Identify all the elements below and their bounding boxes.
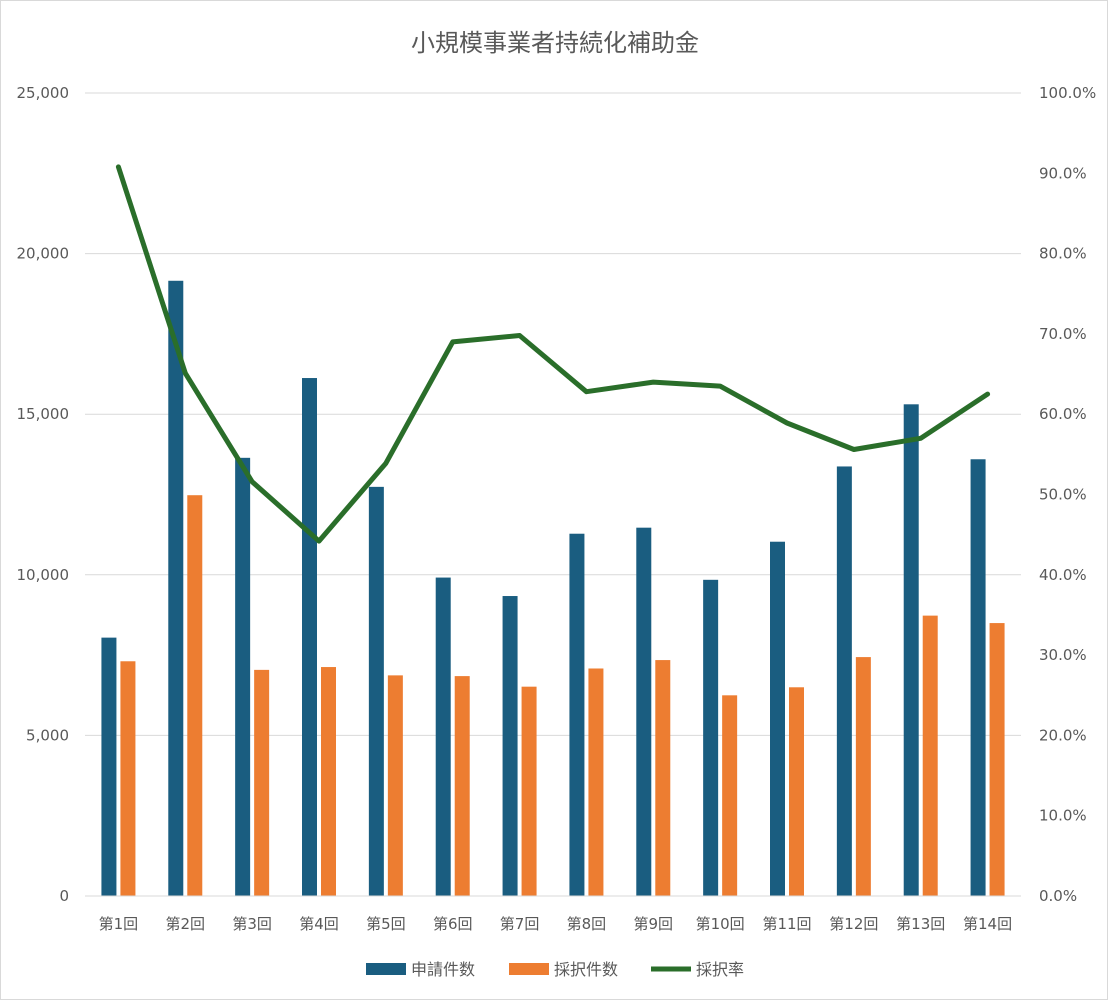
right-tick-label: 90.0% (1039, 164, 1087, 182)
left-axis: 0 5,000 10,000 15,000 20,000 25,000 (17, 84, 70, 905)
legend-label-adopted: 採択件数 (554, 960, 618, 979)
x-tick-label: 第10回 (696, 915, 745, 933)
bar-applications (636, 528, 651, 896)
bar-applications (904, 404, 919, 896)
right-tick-label: 50.0% (1039, 486, 1087, 504)
bar-applications (569, 534, 584, 896)
bar-adopted (522, 687, 537, 896)
legend: 申請件数 採択件数 採択率 (366, 960, 744, 979)
bars (101, 281, 1004, 896)
bar-adopted (789, 687, 804, 896)
right-tick-label: 40.0% (1039, 566, 1087, 584)
gridlines (85, 93, 1021, 735)
bar-adopted (990, 623, 1005, 896)
x-tick-label: 第3回 (232, 915, 272, 933)
right-axis: 0.0% 10.0% 20.0% 30.0% 40.0% 50.0% 60.0% 70.0% 8… (1039, 84, 1096, 905)
bar-applications (168, 281, 183, 896)
x-tick-label: 第2回 (166, 915, 206, 933)
x-tick-label: 第9回 (634, 915, 674, 933)
bar-applications (503, 596, 518, 896)
right-tick-label: 10.0% (1039, 807, 1087, 825)
x-tick-label: 第5回 (366, 915, 406, 933)
legend-label-rate: 採択率 (696, 960, 744, 979)
x-tick-label: 第12回 (829, 915, 878, 933)
legend-swatch-applications (366, 963, 406, 975)
bar-adopted (254, 670, 269, 896)
right-tick-label: 80.0% (1039, 245, 1087, 263)
left-tick-label: 20,000 (17, 245, 70, 263)
bar-adopted (120, 661, 135, 896)
left-tick-label: 15,000 (17, 405, 70, 423)
left-tick-label: 5,000 (26, 726, 69, 744)
x-tick-label: 第14回 (963, 915, 1012, 933)
bar-applications (235, 458, 250, 896)
bar-applications (971, 459, 986, 896)
bar-applications (302, 378, 317, 896)
bar-applications (369, 487, 384, 896)
legend-label-applications: 申請件数 (411, 960, 475, 979)
x-tick-label: 第7回 (500, 915, 540, 933)
bar-applications (770, 542, 785, 896)
bar-applications (703, 580, 718, 896)
right-tick-label: 30.0% (1039, 646, 1087, 664)
x-tick-label: 第11回 (762, 915, 811, 933)
chart-title: 小規模事業者持続化補助金 (411, 29, 699, 57)
bar-applications (101, 638, 116, 896)
x-tick-label: 第4回 (299, 915, 339, 933)
left-tick-label: 0 (59, 887, 69, 905)
bar-adopted (187, 495, 202, 896)
left-tick-label: 25,000 (17, 84, 70, 102)
right-tick-label: 0.0% (1039, 887, 1077, 905)
bar-adopted (388, 675, 403, 896)
right-tick-label: 20.0% (1039, 726, 1087, 744)
right-tick-label: 60.0% (1039, 405, 1087, 423)
x-axis: 第1回第2回第3回第4回第5回第6回第7回第8回第9回第10回第11回第12回第… (85, 896, 1021, 933)
bar-adopted (455, 676, 470, 896)
bar-adopted (321, 667, 336, 896)
bar-adopted (856, 657, 871, 896)
bar-adopted (588, 668, 603, 896)
x-tick-label: 第1回 (99, 915, 139, 933)
legend-swatch-adopted (509, 963, 549, 975)
bar-applications (436, 578, 451, 896)
x-tick-label: 第13回 (896, 915, 945, 933)
bar-adopted (722, 695, 737, 896)
right-tick-label: 70.0% (1039, 325, 1087, 343)
right-tick-label: 100.0% (1039, 84, 1096, 102)
bar-adopted (923, 616, 938, 896)
bar-applications (837, 466, 852, 896)
x-tick-label: 第8回 (567, 915, 607, 933)
left-tick-label: 10,000 (17, 566, 70, 584)
x-tick-label: 第6回 (433, 915, 473, 933)
bar-adopted (655, 660, 670, 896)
